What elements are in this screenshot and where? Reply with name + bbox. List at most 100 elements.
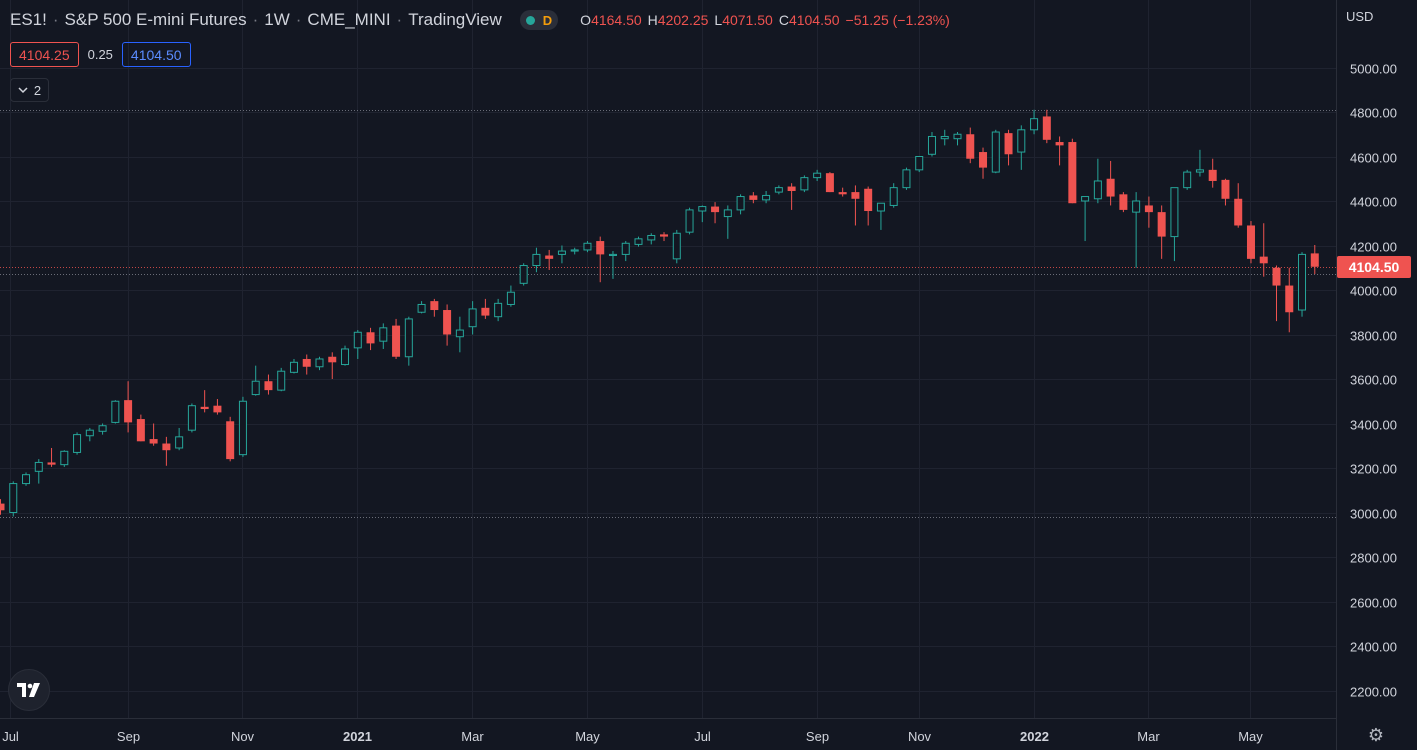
- candle-body: [583, 242, 592, 251]
- candle: [1030, 109, 1039, 135]
- reference-lines: [0, 110, 1336, 518]
- candle-body: [315, 358, 324, 368]
- low-value: 4071.50: [722, 12, 773, 28]
- candle: [379, 323, 388, 349]
- market-status-pill[interactable]: D: [519, 10, 559, 30]
- candle: [557, 245, 566, 264]
- price-axis-label: 4800.00: [1350, 106, 1397, 121]
- time-axis[interactable]: Jul Sep Nov 2021 Mar May Jul Sep Nov 2022 Mar May: [2, 729, 1263, 744]
- price-axis-label: 5000.00: [1350, 62, 1397, 77]
- price-axis-label: 2600.00: [1350, 596, 1397, 611]
- candle-body: [876, 202, 885, 212]
- candle: [876, 202, 885, 230]
- candle-body: [1221, 179, 1230, 199]
- delayed-data-badge: D: [542, 12, 553, 28]
- candle-body: [762, 194, 771, 201]
- candle-body: [1157, 212, 1166, 237]
- indicators-collapse-button[interactable]: 2: [10, 78, 49, 102]
- close-label: C: [778, 12, 789, 28]
- candle: [289, 358, 298, 374]
- candle: [927, 132, 936, 157]
- candle-body: [519, 265, 528, 284]
- time-axis-label: 2022: [1020, 729, 1049, 744]
- candle-body: [545, 255, 554, 259]
- candle: [162, 436, 171, 466]
- candle: [685, 207, 694, 235]
- candle-body: [60, 450, 69, 466]
- candle: [302, 354, 311, 375]
- candle: [47, 447, 56, 467]
- bid-price-box[interactable]: 4104.25: [10, 42, 79, 67]
- candle-body: [711, 206, 720, 213]
- candle: [1042, 109, 1051, 144]
- ask-price-box[interactable]: 4104.50: [121, 42, 191, 67]
- candle: [672, 229, 681, 264]
- candle-body: [1081, 196, 1090, 202]
- candle-body: [1285, 285, 1294, 313]
- candle-body: [455, 329, 464, 338]
- candle-body: [698, 206, 707, 212]
- price-axis-label: 3200.00: [1350, 462, 1397, 477]
- candle: [1017, 125, 1026, 170]
- source-label: TradingView: [408, 10, 502, 29]
- candle-body: [660, 234, 669, 237]
- chart-legend-header: ES1! · S&P 500 E-mini Futures · 1W · CME…: [10, 9, 950, 31]
- candle-body: [238, 400, 247, 456]
- close-value: 4104.50: [788, 12, 840, 28]
- candle-body: [774, 187, 783, 193]
- candle-body: [124, 400, 133, 423]
- candle: [736, 194, 745, 215]
- candle: [647, 233, 656, 245]
- market-open-dot-icon: [525, 15, 535, 25]
- interval-label[interactable]: 1W: [264, 10, 290, 29]
- gear-icon[interactable]: ⚙: [1367, 725, 1385, 745]
- candle-body: [1259, 256, 1268, 264]
- candle-body: [991, 131, 1000, 173]
- candle-body: [838, 192, 847, 195]
- ohlc-values: O4164.50 H4202.25 L4071.50 C4104.50 −51.…: [580, 12, 950, 28]
- time-axis-label: May: [1238, 729, 1263, 744]
- candle-body: [264, 381, 273, 391]
- candle: [213, 399, 222, 415]
- candle-body: [302, 358, 311, 367]
- open-value: 4164.50: [591, 12, 642, 28]
- candle: [940, 129, 949, 146]
- candle-body: [277, 370, 286, 391]
- candle: [583, 241, 592, 253]
- candle-body: [570, 249, 579, 252]
- time-axis-label: Jul: [2, 729, 19, 744]
- candle: [915, 156, 924, 173]
- candle-body: [608, 253, 617, 257]
- tradingview-logo-icon[interactable]: [8, 669, 50, 711]
- price-axis-label: 2200.00: [1350, 685, 1397, 700]
- candle: [506, 285, 515, 307]
- separator-dot: ·: [52, 10, 59, 29]
- low-label: L: [714, 12, 723, 28]
- candle-body: [1170, 187, 1179, 238]
- candle-body: [1183, 171, 1192, 189]
- time-axis-label: Nov: [231, 729, 255, 744]
- candle-body: [927, 135, 936, 155]
- candle-body: [175, 436, 184, 449]
- symbol-ticker[interactable]: ES1!: [10, 10, 47, 29]
- candle: [889, 183, 898, 208]
- candle-body: [1106, 178, 1115, 197]
- candle-body: [353, 331, 362, 349]
- candle: [1157, 205, 1166, 259]
- candle: [723, 205, 732, 239]
- candle: [1285, 267, 1294, 333]
- candle: [353, 330, 362, 359]
- price-axis[interactable]: 5000.00 4800.00 4600.00 4400.00 4200.00 4000.…: [1350, 62, 1397, 700]
- time-axis-label: Mar: [1137, 729, 1160, 744]
- candle: [494, 298, 503, 322]
- candle: [328, 352, 337, 379]
- candle-body: [621, 242, 630, 255]
- currency-label[interactable]: USD: [1346, 9, 1374, 24]
- candle: [596, 236, 605, 283]
- candle-body: [1298, 253, 1307, 311]
- candle: [532, 247, 541, 273]
- candle-body: [430, 301, 439, 311]
- candle-body: [200, 406, 209, 410]
- candle-body: [1017, 129, 1026, 153]
